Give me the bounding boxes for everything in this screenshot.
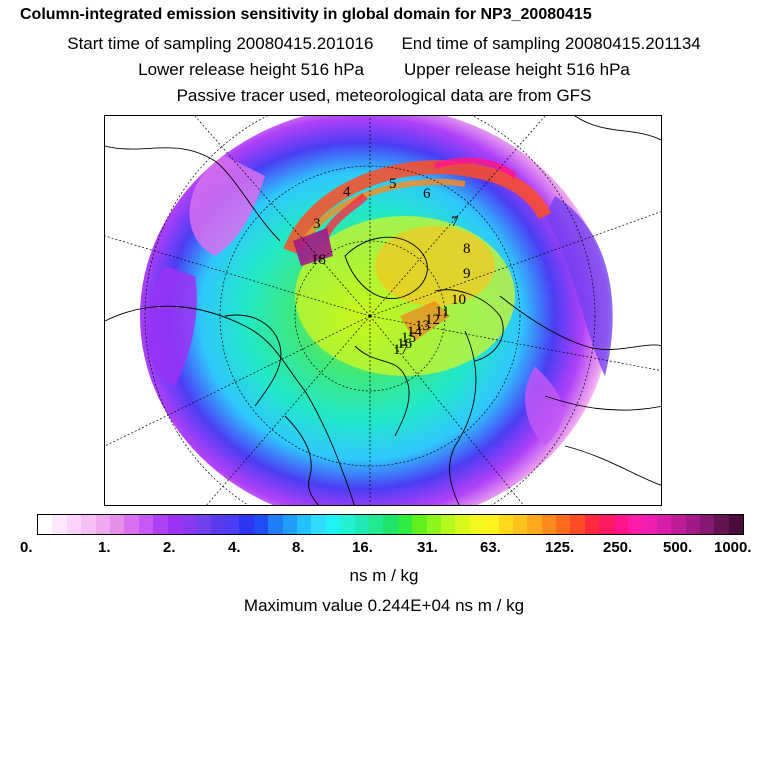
color-scale-cell (311, 515, 326, 534)
color-scale-cell (642, 515, 657, 534)
color-scale-tick-label: 31. (417, 539, 438, 556)
color-scale-tick-label: 2. (163, 539, 176, 556)
color-scale-cell (210, 515, 226, 534)
color-scale-cell (325, 515, 341, 534)
color-scale-tick-label: 63. (480, 539, 501, 556)
color-scale-tick-label: 1000. (714, 539, 752, 556)
coastlines (105, 116, 661, 505)
color-scale-cell (512, 515, 528, 534)
color-scale-cell (124, 515, 139, 534)
sampling-time-line: Start time of sampling 20080415.201016 En… (0, 34, 768, 54)
color-scale-cell (153, 515, 168, 534)
color-scale-tick-label: 500. (663, 539, 693, 556)
color-scale-bar (37, 514, 744, 535)
color-scale-cell (138, 515, 154, 534)
color-scale-cell (685, 515, 700, 534)
color-scale-cell (253, 515, 269, 534)
color-scale-cell (440, 515, 456, 534)
color-scale-tick-label: 4. (228, 539, 241, 556)
color-scale-cell (109, 515, 125, 534)
figure-title: Column-integrated emission sensitivity i… (20, 6, 592, 23)
color-scale-cell (628, 515, 643, 534)
graticule (105, 116, 661, 505)
color-scale-cell (239, 515, 254, 534)
color-scale-cell (282, 515, 298, 534)
color-scale-cell (268, 515, 283, 534)
trajectory-label: 10 (451, 292, 466, 308)
color-scale-cell (297, 515, 312, 534)
color-scale-tick-label: 250. (603, 539, 633, 556)
color-scale-unit: ns m / kg (349, 566, 419, 585)
trajectory-label: 11 (435, 304, 449, 320)
color-scale-cell (412, 515, 427, 534)
color-scale-cell (167, 515, 182, 534)
color-scale-cell (584, 515, 600, 534)
trajectory-label: 4 (343, 184, 351, 200)
start-time-label: Start time of sampling 20080415.201016 (67, 34, 374, 53)
color-scale-cell (498, 515, 513, 534)
color-scale-cell (383, 515, 398, 534)
color-scale-cell (455, 515, 470, 534)
color-scale-cell (397, 515, 413, 534)
color-scale-cell (66, 515, 82, 534)
release-height-line: Lower release height 516 hPa Upper releas… (0, 60, 768, 80)
color-scale-cell (599, 515, 614, 534)
color-scale-cell (368, 515, 384, 534)
trajectory-label: 7 (451, 214, 459, 230)
trajectory-label: 18 (311, 252, 326, 268)
color-scale-cell (541, 515, 557, 534)
end-time-label: End time of sampling 20080415.201134 (401, 34, 701, 53)
trajectory-label: 8 (463, 241, 471, 257)
color-scale-cell (556, 515, 571, 534)
trajectory-label: 16 (397, 336, 413, 352)
color-scale-cell (426, 515, 441, 534)
trajectory-label: 17 (393, 342, 409, 358)
tracer-info-line: Passive tracer used, meteorological data… (176, 86, 592, 105)
color-scale-cell (484, 515, 499, 534)
color-scale-cell (81, 515, 96, 534)
sensitivity-field (140, 116, 613, 505)
trajectory-label: 3 (313, 216, 321, 232)
sensitivity-map: 3 4 5 6 7 8 9 10 11 12 13 14 15 16 17 18 (104, 115, 662, 506)
color-scale-tick-label: 0. (20, 539, 33, 556)
color-scale-cell (181, 515, 197, 534)
maximum-value-label: Maximum value 0.244E+04 ns m / kg (243, 596, 525, 615)
color-scale-cell (340, 515, 355, 534)
color-scale-cell (95, 515, 110, 534)
upper-release-label: Upper release height 516 hPa (404, 60, 630, 79)
trajectory-label: 13 (415, 318, 430, 334)
trajectory-label: 6 (423, 186, 431, 202)
color-scale-tick-label: 1. (98, 539, 111, 556)
color-scale-cell (671, 515, 686, 534)
color-scale-cell (613, 515, 629, 534)
color-scale-cell (52, 515, 67, 534)
color-scale-cell (354, 515, 369, 534)
color-scale-cell (527, 515, 542, 534)
color-scale-cell (38, 515, 53, 534)
color-scale-cell (714, 515, 729, 534)
lower-release-label: Lower release height 516 hPa (138, 60, 364, 79)
color-scale-cell (570, 515, 585, 534)
color-scale-cell (225, 515, 240, 534)
trajectory-label: 12 (425, 312, 440, 328)
trajectory-label: 14 (407, 324, 423, 340)
color-scale-cell (656, 515, 672, 534)
color-scale-tick-label: 8. (292, 539, 305, 556)
color-scale-cell (469, 515, 485, 534)
trajectory-label: 15 (401, 330, 416, 346)
color-scale-tick-label: 16. (352, 539, 373, 556)
trajectory-label: 9 (463, 266, 471, 282)
color-scale-tick-label: 125. (545, 539, 575, 556)
color-scale-cell (728, 515, 744, 534)
trajectory-label: 5 (389, 176, 397, 192)
color-scale-cell (196, 515, 211, 534)
color-scale-cell (699, 515, 715, 534)
